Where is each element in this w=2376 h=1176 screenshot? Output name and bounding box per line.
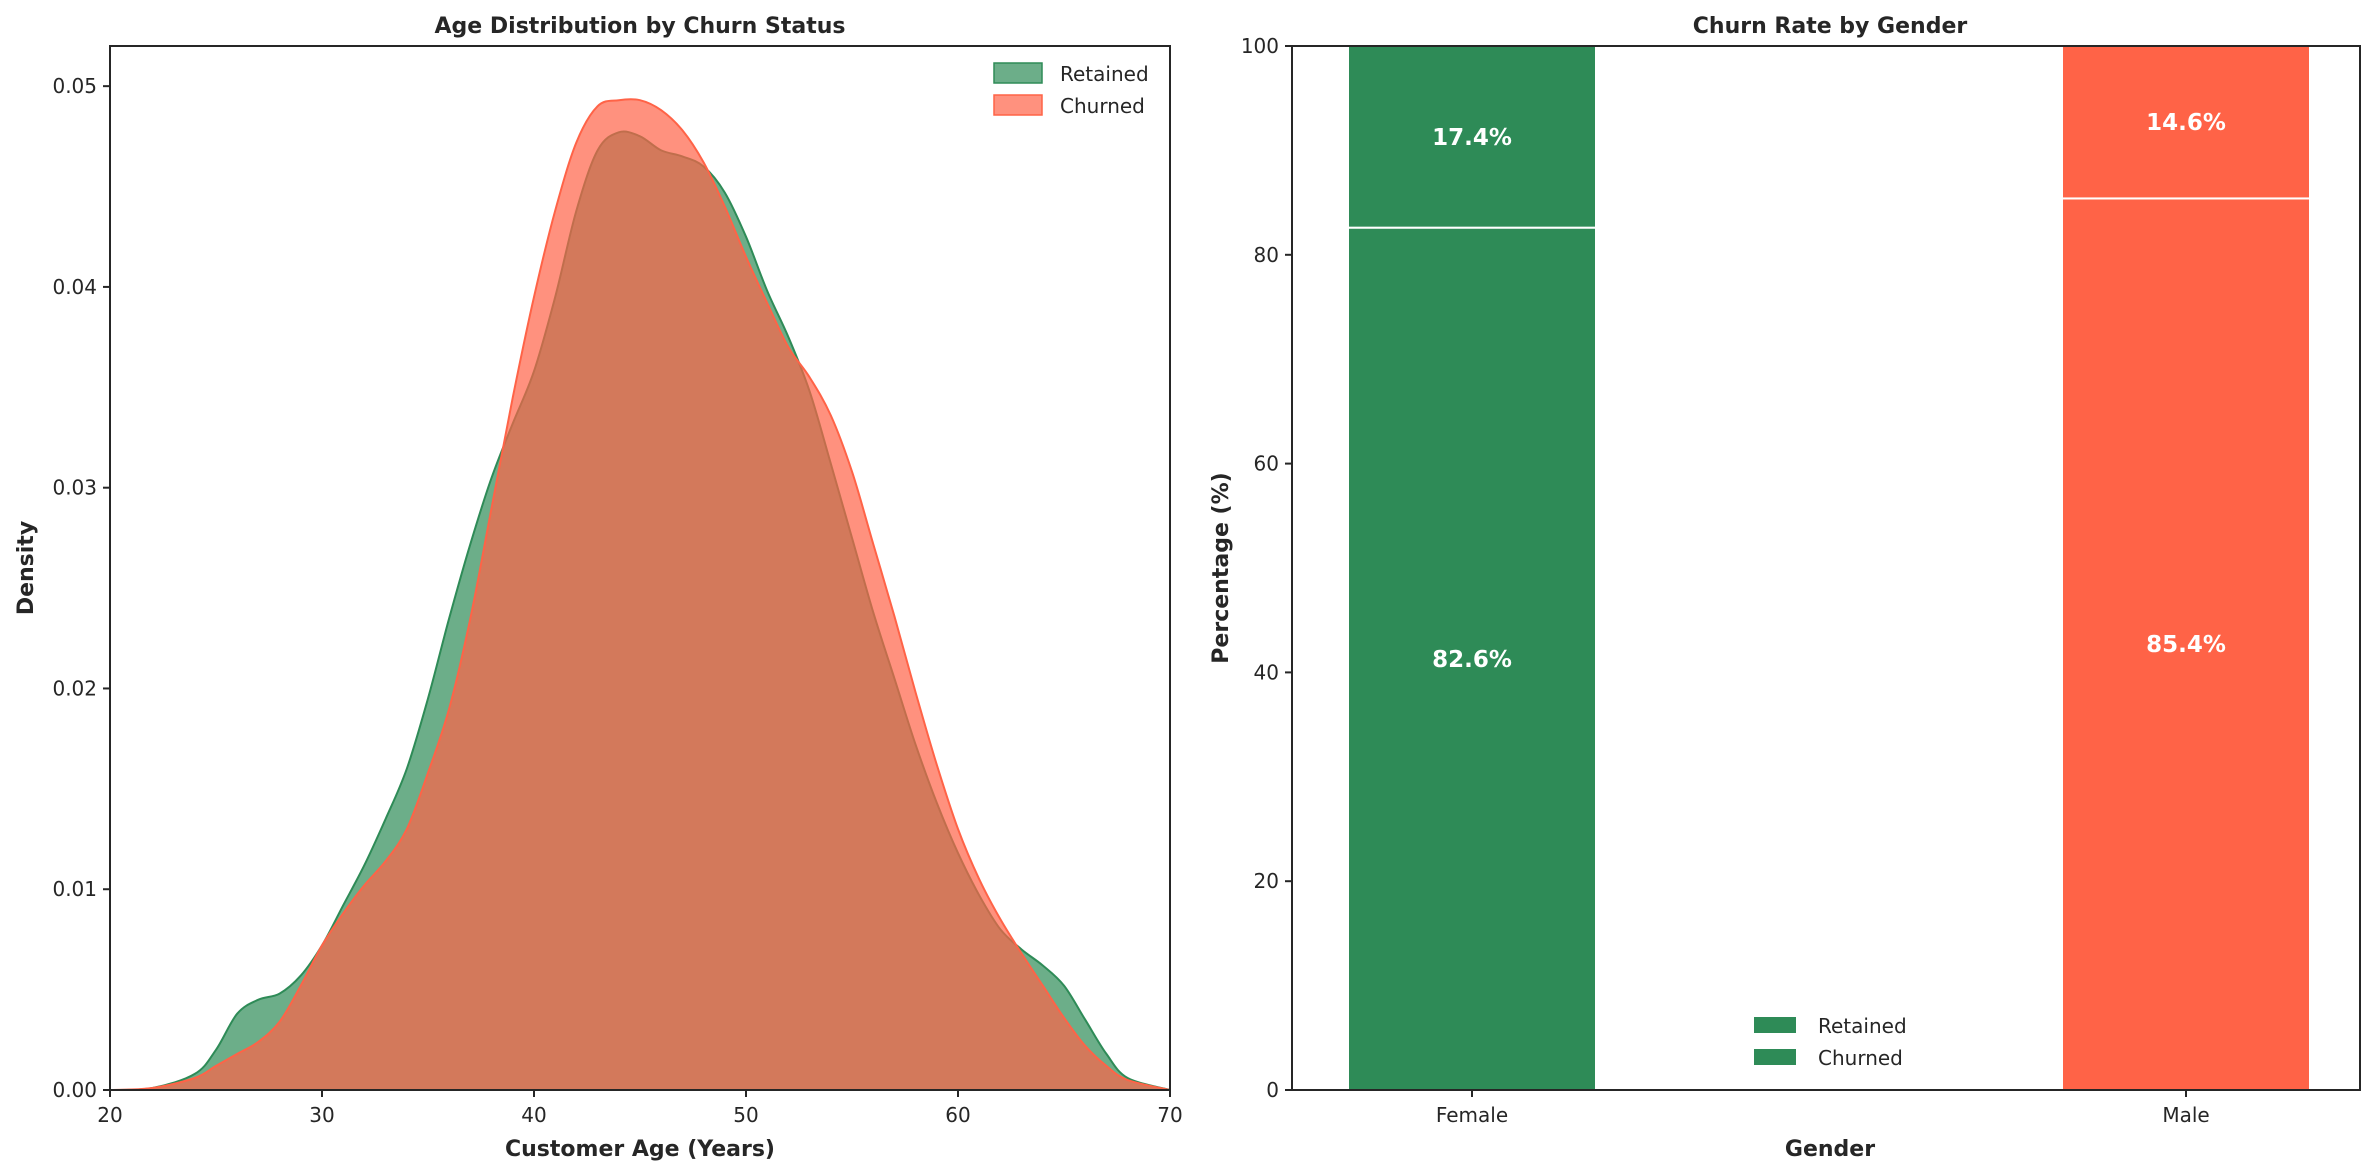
legend-label-churned: Churned [1818,1046,1903,1070]
density-x-ticks: 20 30 40 50 60 70 [97,1090,1182,1127]
legend-swatch-churned [994,95,1042,115]
gender-x-tick-label: Male [2162,1103,2209,1127]
density-chart: 20 30 40 50 60 70 0.00 0.01 0.02 0.03 0.04 0.05 Ag… [14,14,1183,1162]
density-x-tick-label: 40 [521,1103,546,1127]
gender-x-ticks: Female Male [1436,1090,2210,1127]
legend-label-retained: Retained [1060,62,1149,86]
gender-x-tick-label: Female [1436,1103,1508,1127]
bar-value-label: 14.6% [2146,110,2226,136]
legend-swatch-retained [994,63,1042,83]
legend-swatch-retained [1754,1017,1796,1033]
gender-y-ticks: 0 20 40 60 80 100 [1241,34,1292,1102]
gender-y-axis-label: Percentage (%) [1209,472,1234,663]
density-area-churned [110,99,1170,1090]
density-areas [110,99,1170,1090]
density-y-tick-label: 0.05 [52,74,97,98]
gender-legend: Retained Churned [1754,1014,1907,1070]
legend-label-churned: Churned [1060,94,1145,118]
gender-chart-title: Churn Rate by Gender [1693,14,1968,39]
density-x-tick-label: 60 [945,1103,970,1127]
density-x-tick-label: 70 [1157,1103,1182,1127]
density-chart-title: Age Distribution by Churn Status [435,14,846,39]
legend-swatch-churned [1754,1049,1796,1065]
gender-y-tick-label: 60 [1254,452,1279,476]
bar-value-label: 82.6% [1432,647,1512,673]
gender-y-tick-label: 80 [1254,243,1279,267]
gender-y-tick-label: 100 [1241,34,1279,58]
gender-y-tick-label: 40 [1254,660,1279,684]
gender-churn-chart: 82.6% 17.4% 85.4% 14.6% 0 20 40 60 80 100 Female… [1209,14,2360,1162]
gender-x-axis-label: Gender [1785,1137,1875,1162]
gender-y-tick-label: 20 [1254,869,1279,893]
gender-bars: 82.6% 17.4% 85.4% 14.6% [1348,46,2310,1090]
gender-y-tick-label: 0 [1266,1078,1279,1102]
density-y-ticks: 0.00 0.01 0.02 0.03 0.04 0.05 [52,74,110,1102]
density-x-axis-label: Customer Age (Years) [505,1137,775,1162]
density-y-tick-label: 0.00 [52,1078,97,1102]
density-y-tick-label: 0.01 [52,877,97,901]
bar-value-label: 85.4% [2146,632,2226,658]
legend-label-retained: Retained [1818,1014,1907,1038]
bar-value-label: 17.4% [1432,125,1512,151]
density-y-axis-label: Density [14,521,39,615]
density-y-tick-label: 0.02 [52,676,97,700]
density-x-tick-label: 50 [733,1103,758,1127]
density-y-tick-label: 0.03 [52,476,97,500]
density-x-tick-label: 20 [97,1103,122,1127]
density-x-tick-label: 30 [309,1103,334,1127]
density-y-tick-label: 0.04 [52,275,97,299]
density-legend: Retained Churned [994,62,1149,118]
